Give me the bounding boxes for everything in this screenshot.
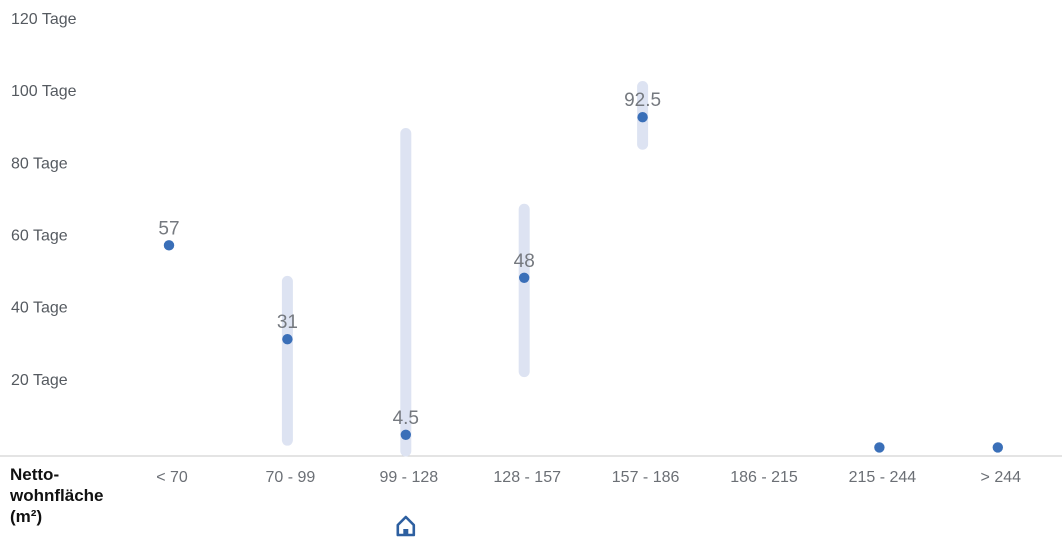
- data-point: [519, 272, 530, 283]
- x-tick-label: 128 - 157: [493, 469, 561, 486]
- y-tick-label: 20 Tage: [11, 372, 68, 389]
- data-point: [637, 112, 648, 123]
- data-point: [992, 442, 1003, 453]
- x-axis-ticks: < 70 70 - 99 99 - 128 128 - 157 157 - 186 186…: [156, 469, 1021, 486]
- x-tick-label: 186 - 215: [730, 469, 798, 486]
- home-icon: [396, 515, 416, 537]
- home-icon-outline: [396, 515, 416, 537]
- y-tick-label: 120 Tage: [11, 11, 77, 28]
- data-point: [874, 442, 885, 453]
- range-bars: [281, 81, 649, 457]
- x-axis-title-line: Netto-: [10, 465, 59, 484]
- x-axis-title: Netto-wohnfläche (m²): [9, 465, 104, 526]
- data-label: 48: [514, 251, 535, 272]
- y-tick-label: 40 Tage: [11, 300, 68, 317]
- data-label: 92.5: [624, 90, 661, 111]
- x-tick-label: 70 - 99: [265, 469, 315, 486]
- home-icon-door: [403, 529, 409, 535]
- data-point: [163, 240, 175, 251]
- x-tick-label: < 70: [156, 469, 188, 486]
- data-point: [282, 333, 293, 345]
- data-points: [163, 112, 1003, 453]
- x-axis-title-line: (m²): [10, 507, 42, 526]
- x-tick-label: > 244: [981, 469, 1022, 486]
- data-label: 57: [158, 218, 179, 239]
- y-tick-label: 100 Tage: [11, 83, 77, 100]
- data-point: [400, 429, 411, 440]
- y-tick-label: 80 Tage: [11, 155, 68, 172]
- y-tick-label: 60 Tage: [11, 228, 68, 245]
- x-tick-label: 215 - 244: [849, 469, 917, 486]
- x-axis-title-line: wohnfläche: [9, 486, 104, 505]
- data-label: 4.5: [393, 408, 419, 429]
- data-label: 31: [277, 312, 298, 333]
- data-labels: 57 31 4.5 48 92.5: [158, 90, 661, 429]
- y-axis-ticks: 120 Tage 100 Tage 80 Tage 60 Tage 40 Tage 20 …: [11, 11, 77, 389]
- x-tick-label: 157 - 186: [612, 469, 680, 486]
- x-tick-label: 99 - 128: [379, 469, 438, 486]
